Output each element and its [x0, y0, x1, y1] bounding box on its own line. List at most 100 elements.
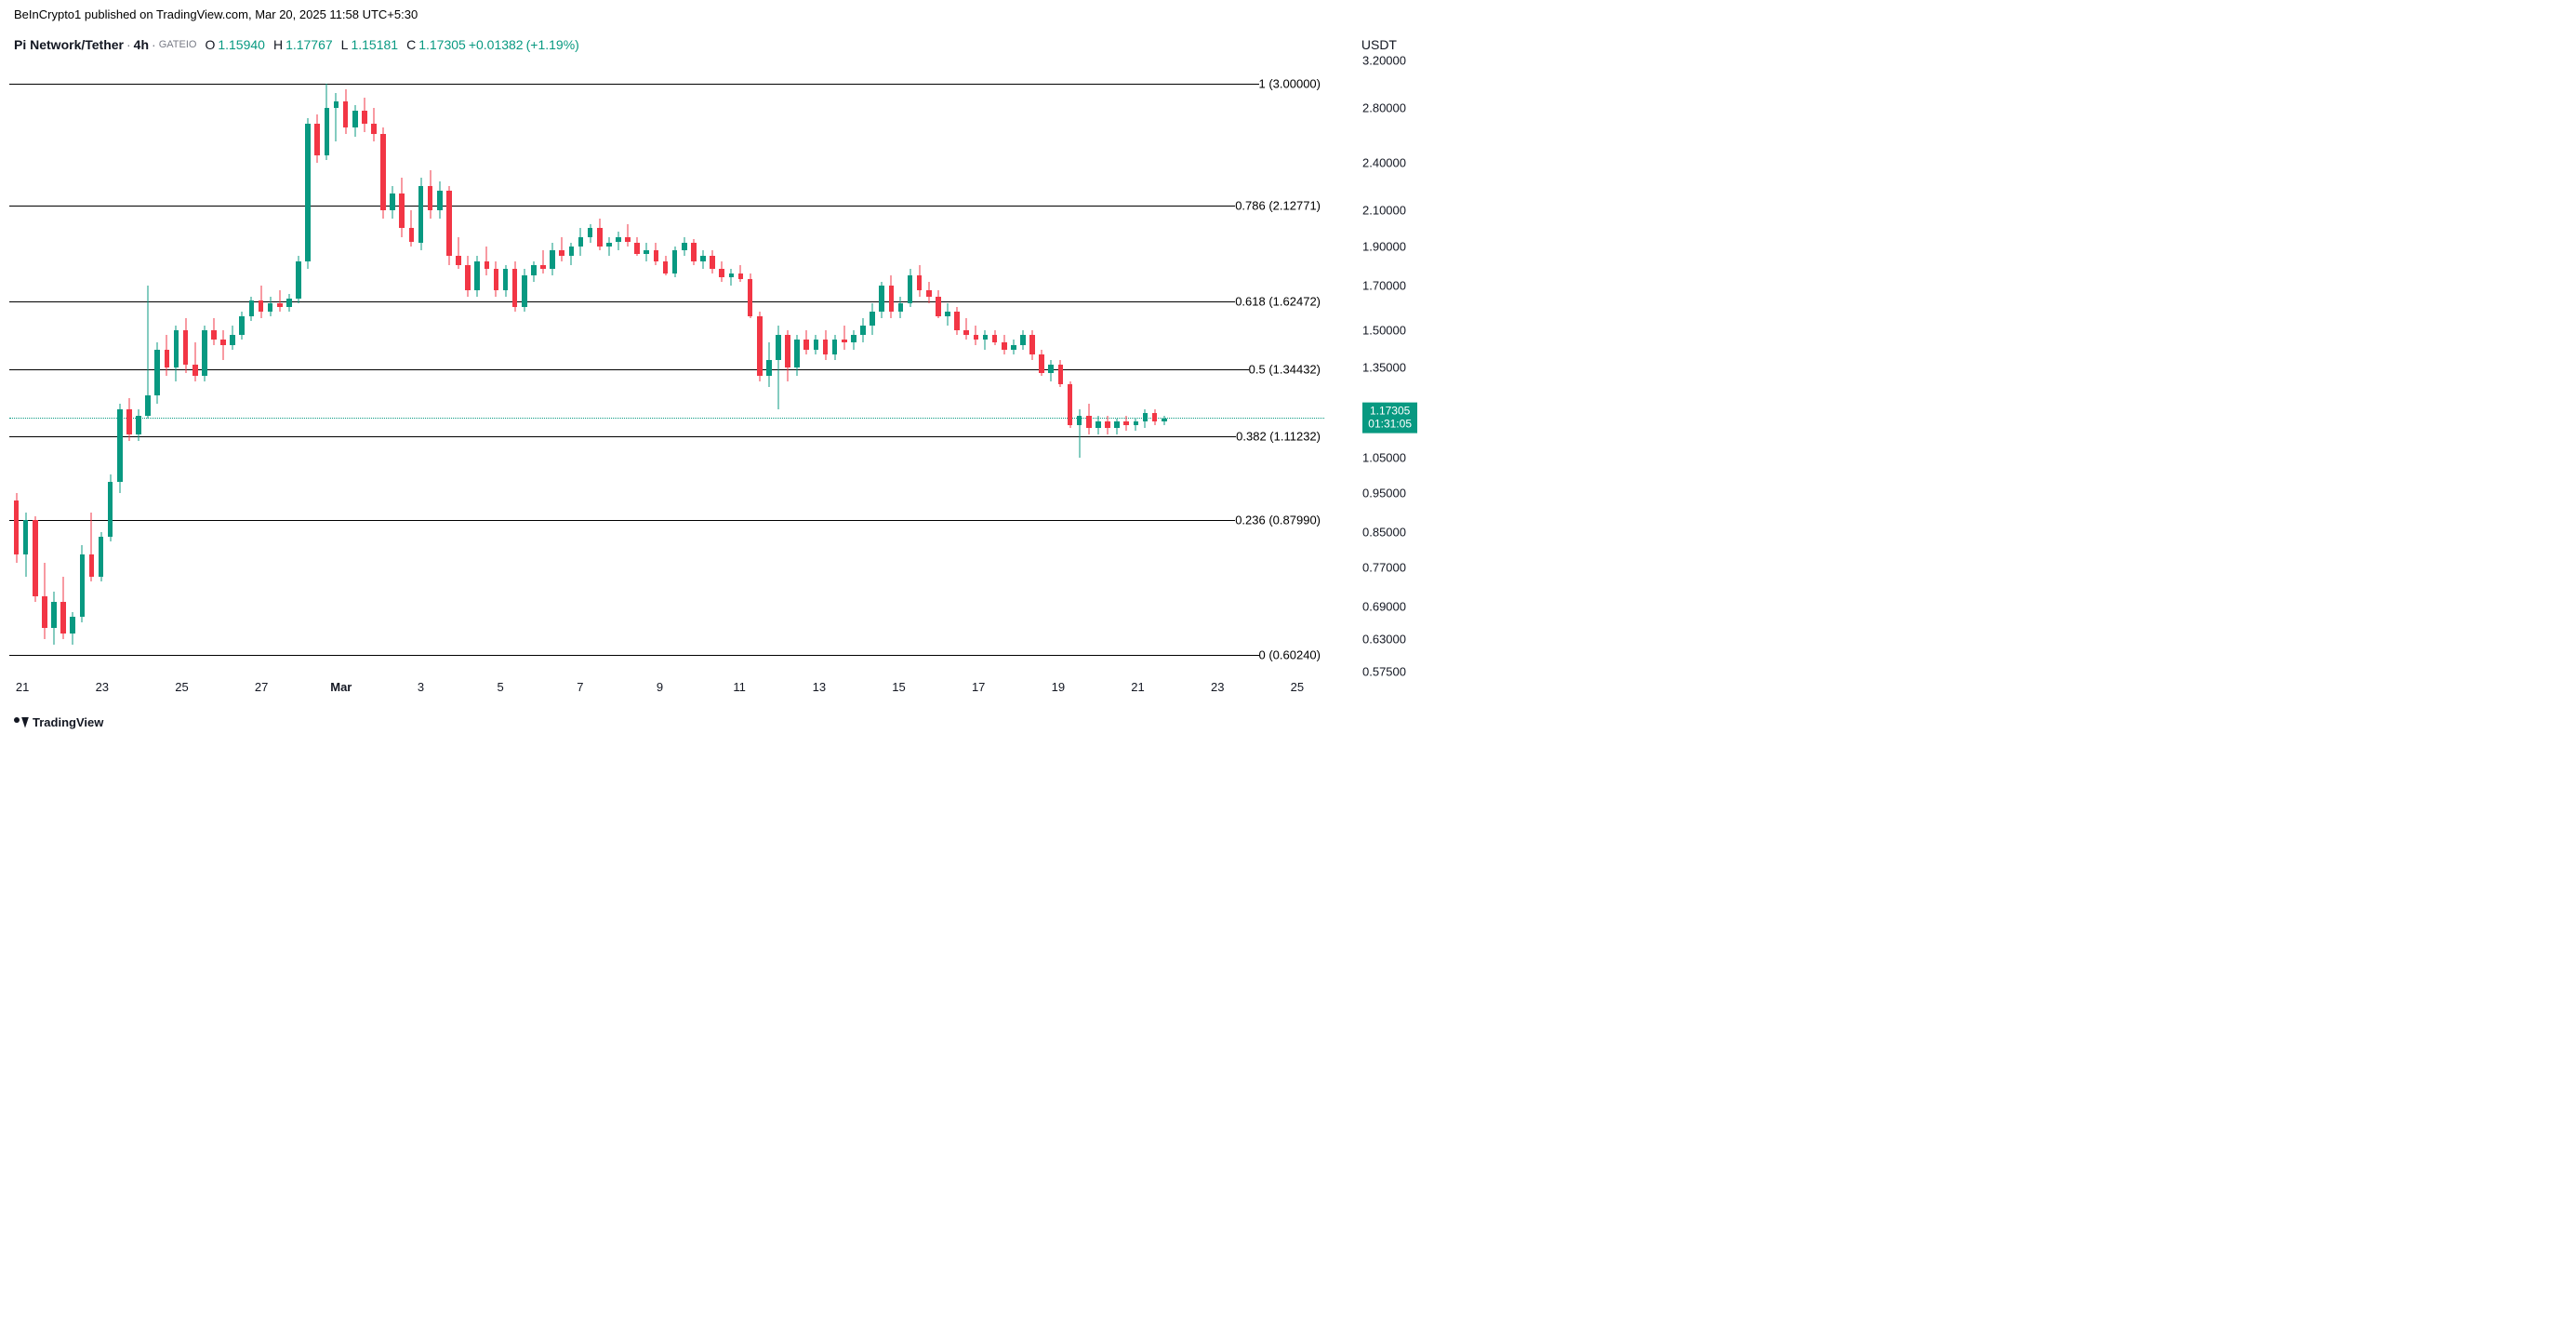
candle[interactable] [813, 335, 819, 354]
candle[interactable] [361, 98, 367, 131]
candle[interactable] [540, 250, 547, 273]
fib-level-line[interactable] [9, 206, 1324, 207]
candle[interactable] [60, 577, 67, 639]
x-axis[interactable]: 21232527Mar35791113151719212325 [9, 676, 1324, 700]
candle[interactable] [154, 342, 161, 404]
candle[interactable] [436, 181, 443, 220]
candle[interactable] [182, 318, 189, 373]
candle[interactable] [850, 330, 856, 350]
candle[interactable] [925, 282, 932, 303]
candle[interactable] [408, 210, 415, 246]
candle[interactable] [615, 232, 621, 250]
candle[interactable] [671, 247, 678, 278]
y-axis[interactable]: 3.200002.800002.400002.100001.900001.700… [1324, 60, 1417, 672]
fib-level-line[interactable] [9, 436, 1324, 437]
candle[interactable] [1076, 409, 1082, 457]
candle[interactable] [239, 312, 246, 340]
candle[interactable] [295, 256, 301, 303]
candle[interactable] [879, 282, 885, 319]
candle[interactable] [954, 307, 961, 335]
candle[interactable] [352, 105, 358, 137]
candle[interactable] [79, 545, 86, 622]
symbol-exchange[interactable]: GATEIO [159, 39, 197, 50]
candle[interactable] [314, 114, 321, 163]
candle[interactable] [370, 108, 377, 141]
candle[interactable] [681, 237, 687, 256]
candle[interactable] [719, 261, 725, 282]
candle[interactable] [465, 256, 471, 297]
candle[interactable] [1133, 419, 1139, 431]
candle[interactable] [935, 290, 941, 319]
chart-plot-area[interactable]: 1 (3.00000)0.786 (2.12771)0.618 (1.62472… [9, 60, 1324, 672]
fib-level-line[interactable] [9, 84, 1324, 85]
candle[interactable] [32, 516, 38, 602]
candle[interactable] [116, 404, 123, 493]
candle[interactable] [445, 186, 452, 265]
candle[interactable] [841, 326, 847, 350]
candle[interactable] [210, 318, 217, 344]
candle[interactable] [173, 326, 179, 381]
candle[interactable] [1085, 404, 1092, 434]
candle[interactable] [907, 269, 913, 307]
candle[interactable] [625, 224, 631, 246]
candle[interactable] [1151, 409, 1158, 424]
candle[interactable] [1029, 330, 1036, 360]
candle[interactable] [418, 178, 424, 249]
candle[interactable] [324, 84, 330, 160]
candle[interactable] [258, 286, 264, 318]
candle[interactable] [1161, 416, 1167, 425]
candle[interactable] [484, 247, 490, 275]
candle[interactable] [399, 178, 405, 236]
candle[interactable] [70, 612, 76, 645]
candle[interactable] [1095, 416, 1101, 434]
candle[interactable] [285, 294, 292, 312]
candle[interactable] [13, 493, 20, 563]
candle[interactable] [136, 409, 142, 440]
candle[interactable] [963, 318, 970, 340]
candle[interactable] [427, 170, 433, 219]
candle[interactable] [1039, 350, 1045, 376]
candle[interactable] [390, 186, 396, 220]
candle[interactable] [653, 243, 659, 266]
candle[interactable] [474, 256, 481, 297]
candle[interactable] [568, 243, 575, 266]
candle[interactable] [596, 219, 603, 249]
candle[interactable] [50, 592, 57, 645]
candle[interactable] [710, 250, 716, 273]
fib-level-line[interactable] [9, 520, 1324, 521]
candle[interactable] [493, 261, 499, 297]
candle[interactable] [587, 224, 593, 242]
candle[interactable] [973, 326, 979, 345]
candle[interactable] [201, 326, 207, 381]
candle[interactable] [267, 297, 273, 316]
candle[interactable] [945, 303, 951, 326]
candle[interactable] [1048, 360, 1055, 381]
candle[interactable] [737, 265, 744, 281]
candle[interactable] [1067, 381, 1073, 428]
candle[interactable] [728, 269, 735, 286]
candle[interactable] [775, 326, 781, 409]
candle[interactable] [1019, 330, 1026, 350]
candle[interactable] [22, 513, 29, 578]
candle[interactable] [859, 318, 866, 342]
candle[interactable] [1010, 340, 1016, 354]
candle[interactable] [502, 265, 509, 296]
candle[interactable] [192, 342, 198, 381]
candle[interactable] [455, 237, 461, 270]
candle[interactable] [897, 297, 904, 319]
candle[interactable] [803, 330, 810, 354]
candle[interactable] [605, 237, 612, 256]
candle[interactable] [690, 239, 697, 266]
candle[interactable] [644, 243, 650, 261]
candle[interactable] [511, 261, 518, 312]
candle[interactable] [1114, 419, 1121, 434]
candle[interactable] [230, 326, 236, 350]
candle[interactable] [794, 335, 801, 376]
candle[interactable] [276, 290, 283, 312]
candle[interactable] [333, 93, 339, 141]
candle[interactable] [1001, 335, 1007, 354]
candle[interactable] [145, 286, 152, 419]
candle[interactable] [342, 89, 349, 134]
candle[interactable] [380, 127, 387, 219]
candle[interactable] [1142, 409, 1149, 428]
